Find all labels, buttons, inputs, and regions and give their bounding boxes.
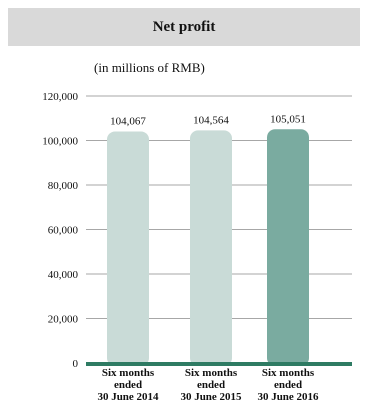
x-category-label: ended bbox=[197, 379, 225, 391]
x-category-label: ended bbox=[274, 379, 302, 391]
unit-label: (in millions of RMB) bbox=[94, 60, 205, 75]
x-category-label: Six months bbox=[185, 367, 238, 379]
chart-title-bar: Net profit bbox=[8, 8, 360, 46]
x-category-label: 30 June 2014 bbox=[97, 391, 159, 403]
bar-value-label: 105,051 bbox=[270, 113, 306, 125]
y-tick-label: 40,000 bbox=[48, 269, 79, 281]
bar-value-label: 104,067 bbox=[110, 115, 146, 127]
x-category-label: Six months bbox=[102, 367, 155, 379]
x-category-label: 30 June 2016 bbox=[257, 391, 319, 403]
bar-value-label: 104,564 bbox=[193, 114, 229, 126]
y-tick-label: 60,000 bbox=[48, 225, 79, 237]
y-tick-label: 100,000 bbox=[42, 136, 78, 148]
bar bbox=[107, 131, 149, 366]
bar bbox=[267, 129, 309, 366]
y-tick-label: 20,000 bbox=[48, 314, 79, 326]
bar bbox=[190, 130, 232, 366]
x-category-label: ended bbox=[114, 379, 142, 391]
y-tick-label: 80,000 bbox=[48, 180, 79, 192]
y-tick-label: 0 bbox=[73, 358, 79, 370]
x-axis-baseline bbox=[86, 362, 352, 366]
x-category-label: Six months bbox=[262, 367, 315, 379]
x-category-label: 30 June 2015 bbox=[180, 391, 242, 403]
y-tick-label: 120,000 bbox=[42, 91, 78, 103]
chart-title: Net profit bbox=[152, 18, 216, 35]
